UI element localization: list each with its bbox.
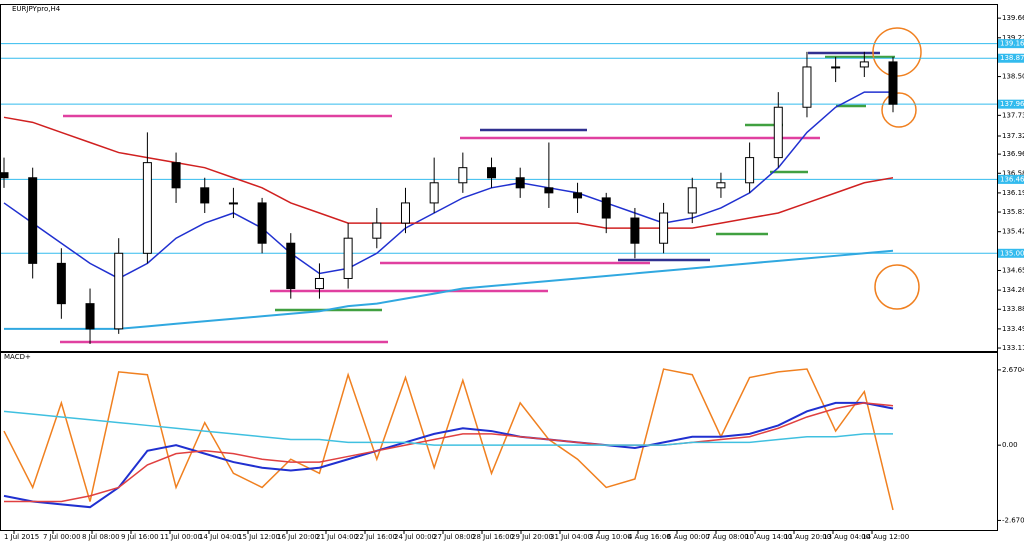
- x-tick-label: 14 Aug 12:00: [862, 533, 909, 541]
- x-tick-label: 11 Aug 20:00: [784, 533, 831, 541]
- candle-body: [228, 202, 238, 205]
- x-tick-label: 27 Jul 08:00: [433, 533, 475, 541]
- x-tick-label: 1 Jul 2015: [4, 533, 39, 541]
- y-tick-label: 2.6704: [1002, 366, 1024, 374]
- indicator-title: MACD+: [4, 353, 31, 361]
- price-level-label: 135.000: [1000, 249, 1024, 257]
- x-tick-label: 7 Aug 08:00: [706, 533, 749, 541]
- indicator-line: [4, 402, 894, 503]
- candle-body: [200, 187, 210, 204]
- candle-body: [458, 167, 468, 184]
- x-tick-label: 10 Aug 14:00: [745, 533, 792, 541]
- candle-body: [859, 61, 869, 68]
- price-level-tag: [998, 99, 1024, 109]
- y-tick-label: 136.969: [1002, 150, 1024, 158]
- indicator-pane: [0, 352, 998, 531]
- candle-body: [28, 177, 38, 264]
- y-tick-label: 0.00: [1002, 441, 1018, 449]
- y-tick-label: -2.6704: [1002, 516, 1024, 524]
- chart-title: EURJPYpro,H4: [12, 5, 61, 13]
- candle-body: [400, 202, 410, 224]
- candle-body: [573, 192, 583, 199]
- x-tick-label: 14 Jul 04:00: [199, 533, 241, 541]
- candle-body: [487, 167, 497, 179]
- candle-body: [114, 252, 124, 330]
- price-level-tag: [998, 174, 1024, 184]
- candle-body: [171, 162, 181, 189]
- indicator-line: [3, 368, 894, 511]
- price-level-tag: [998, 53, 1024, 63]
- x-tick-label: 11 Jul 00:00: [160, 533, 202, 541]
- candle-body: [716, 182, 726, 189]
- x-tick-label: 16 Jul 20:00: [277, 533, 319, 541]
- annotation-circle: [874, 264, 920, 310]
- drawn-levels: [60, 51, 895, 344]
- y-tick-label: 139.669: [1002, 14, 1024, 22]
- x-tick-label: 7 Jul 00:00: [43, 533, 81, 541]
- candle-body: [659, 212, 669, 244]
- x-tick-label: 8 Jul 08:00: [82, 533, 120, 541]
- y-tick-label: 138.509: [1002, 73, 1024, 81]
- candle-body: [515, 177, 525, 189]
- price-level-tag: [998, 248, 1024, 258]
- candle-body: [773, 106, 783, 159]
- y-tick-label: 133.499: [1002, 325, 1024, 333]
- candle-body: [630, 217, 640, 244]
- y-tick-label: 134.269: [1002, 286, 1024, 294]
- y-tick-label: 135.819: [1002, 208, 1024, 216]
- price-level-label: 137.961: [1000, 100, 1024, 108]
- candle-body: [257, 202, 267, 244]
- candle-body: [802, 66, 812, 108]
- indicator-line: [3, 401, 894, 509]
- x-tick-label: 13 Aug 04:00: [823, 533, 870, 541]
- x-tick-label: 15 Jul 12:00: [238, 533, 280, 541]
- price-level-label: 139.163: [1000, 40, 1024, 48]
- candle-body: [142, 162, 152, 254]
- candle-body: [56, 262, 66, 305]
- x-tick-label: 22 Jul 16:00: [355, 533, 397, 541]
- candle-body: [687, 187, 697, 214]
- y-tick-label: 133.889: [1002, 305, 1024, 313]
- candle-body: [544, 187, 554, 194]
- y-tick-label: 139.279: [1002, 34, 1024, 42]
- x-tick-label: 31 Jul 04:00: [550, 533, 592, 541]
- price-level-label: 136.467: [1000, 175, 1024, 183]
- candle-body: [343, 237, 353, 279]
- x-tick-label: 21 Jul 04:00: [316, 533, 358, 541]
- candle-body: [314, 277, 324, 290]
- y-tick-label: 133.119: [1002, 344, 1024, 352]
- y-tick-label: 134.659: [1002, 266, 1024, 274]
- candle-body: [286, 242, 296, 290]
- y-tick-label: 137.329: [1002, 132, 1024, 140]
- y-tick-label: 137.739: [1002, 111, 1024, 119]
- candle-body: [372, 222, 382, 239]
- y-tick-label: 136.589: [1002, 169, 1024, 177]
- candle-body: [85, 303, 95, 330]
- x-tick-label: 29 Jul 20:00: [511, 533, 553, 541]
- x-tick-label: 4 Aug 16:00: [628, 533, 671, 541]
- moving-average: [3, 116, 894, 229]
- price-level-label: 138.873: [1000, 54, 1024, 62]
- moving-average: [3, 91, 893, 280]
- y-tick-label: 135.429: [1002, 228, 1024, 236]
- y-tick-label: 136.199: [1002, 189, 1024, 197]
- annotation-circle: [881, 92, 917, 128]
- indicator-line: [3, 410, 893, 446]
- x-tick-label: 24 Jul 00:00: [394, 533, 436, 541]
- price-level-tag: [998, 39, 1024, 49]
- candle-body: [601, 197, 611, 219]
- candle-body: [429, 182, 439, 204]
- moving-average: [4, 249, 894, 330]
- candle-body: [0, 172, 9, 179]
- x-tick-label: 3 Aug 10:00: [589, 533, 632, 541]
- candle-body: [888, 61, 898, 105]
- candle-body: [745, 157, 755, 184]
- x-tick-label: 6 Aug 00:00: [667, 533, 710, 541]
- x-tick-label: 28 Jul 16:00: [472, 533, 514, 541]
- candle-body: [831, 66, 841, 69]
- x-tick-label: 9 Jul 16:00: [121, 533, 159, 541]
